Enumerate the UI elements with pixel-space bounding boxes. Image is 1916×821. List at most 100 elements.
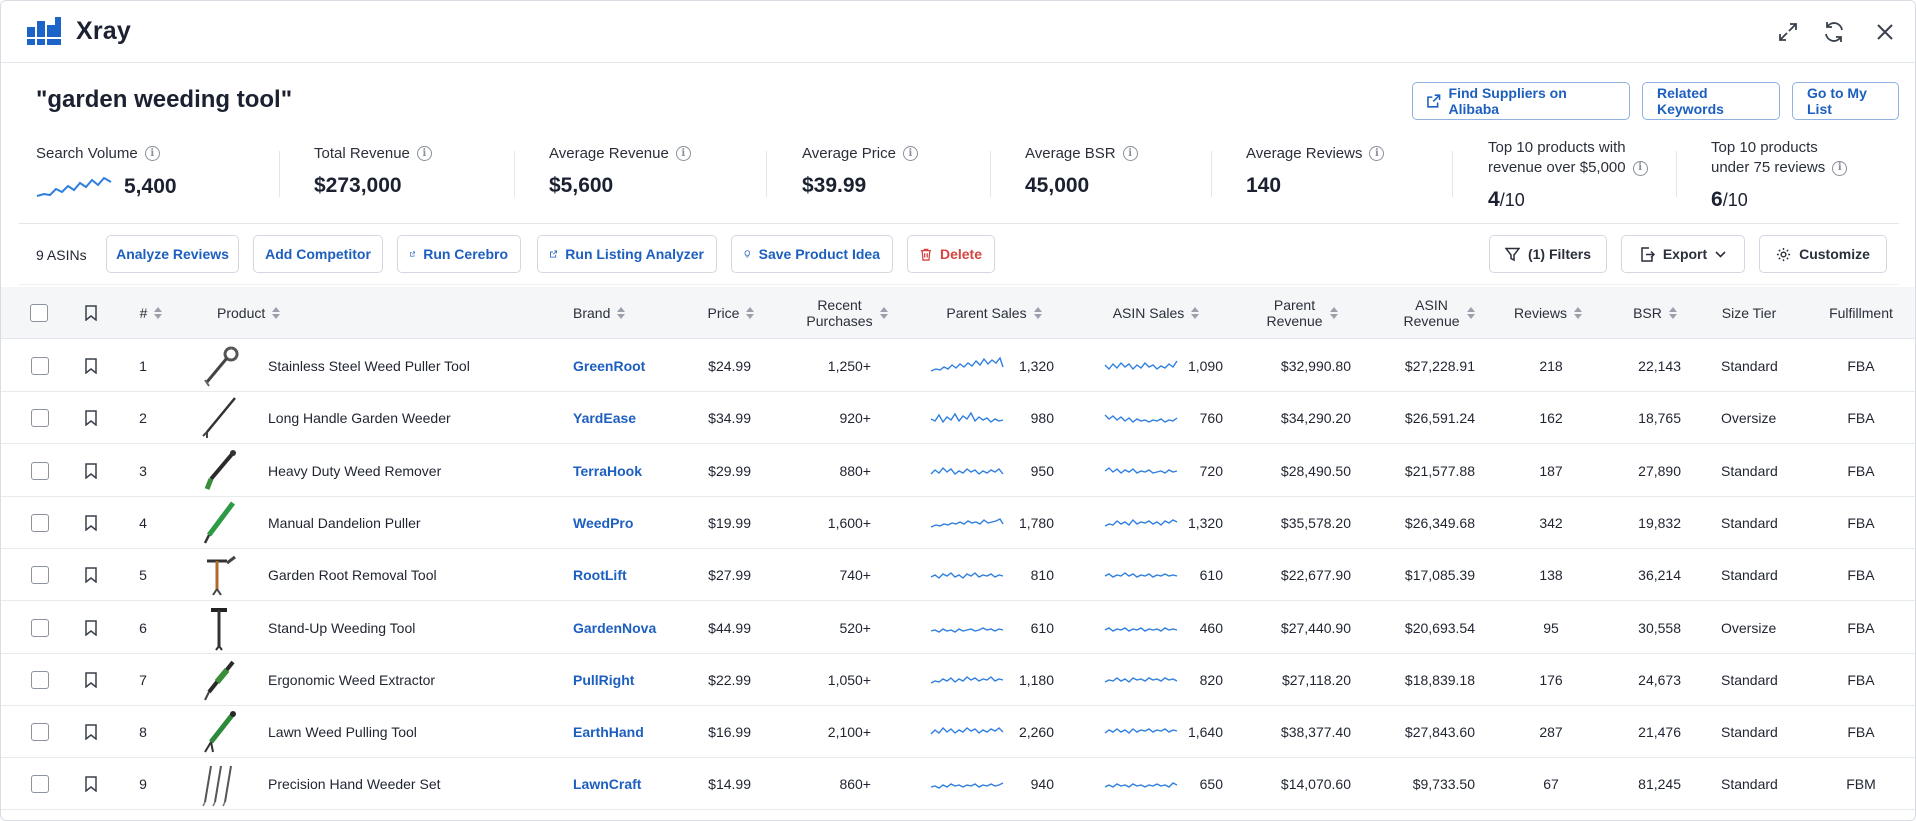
row-checkbox[interactable] <box>31 618 49 637</box>
product-thumbnail[interactable] <box>197 340 243 392</box>
parent-revenue: $32,990.80 <box>1280 358 1351 374</box>
product-thumbnail[interactable] <box>197 654 243 706</box>
row-checkbox[interactable] <box>31 775 49 794</box>
product-thumbnail[interactable] <box>197 758 243 810</box>
row-checkbox[interactable] <box>31 461 49 480</box>
info-icon[interactable]: i <box>675 146 691 161</box>
product-cell[interactable]: Manual Dandelion Puller <box>268 497 558 549</box>
parent-sales: 1,180 <box>1018 671 1054 688</box>
find-suppliers-button[interactable]: Find Suppliers on Alibaba <box>1412 82 1630 120</box>
info-icon[interactable]: i <box>1369 146 1385 161</box>
customize-button[interactable]: Customize <box>1759 235 1887 273</box>
brand-link[interactable]: EarthHand <box>573 724 644 741</box>
related-keywords-button[interactable]: Related Keywords <box>1642 82 1780 120</box>
row-checkbox[interactable] <box>31 513 49 532</box>
brand-link[interactable]: YardEase <box>573 410 637 427</box>
product-cell[interactable]: Lawn Weed Pulling Tool <box>268 706 558 758</box>
brand-link[interactable]: WeedPro <box>573 514 634 531</box>
run-cerebro-button[interactable]: Run Cerebro <box>397 235 521 273</box>
table-row[interactable]: 4 Manual Dandelion Puller WeedPro $19.99 1,6… <box>1 497 1915 549</box>
col-parent-revenue[interactable]: Parent Revenue <box>1265 287 1339 339</box>
bookmark-icon[interactable] <box>81 706 101 758</box>
col-brand[interactable]: Brand <box>573 287 633 339</box>
info-icon[interactable]: i <box>1122 146 1138 161</box>
product-cell[interactable]: Heavy Duty Weed Remover <box>268 445 558 497</box>
col-bsr[interactable]: BSR <box>1627 287 1683 339</box>
brand-link[interactable]: PullRight <box>573 671 635 688</box>
product-thumbnail[interactable] <box>197 497 243 549</box>
select-all-checkbox[interactable] <box>30 304 48 322</box>
row-checkbox[interactable] <box>31 566 49 585</box>
row-checkbox-cell <box>30 549 50 601</box>
col-asin-sales[interactable]: ASIN Sales <box>1109 287 1203 339</box>
expand-icon[interactable] <box>1775 19 1801 45</box>
analyze-reviews-button[interactable]: Analyze Reviews <box>106 235 239 273</box>
go-to-my-list-button[interactable]: Go to My List <box>1792 82 1899 120</box>
table-row[interactable]: 7 Ergonomic Weed Extractor PullRight $22.99… <box>1 654 1915 706</box>
col-fulfillment[interactable]: Fulfillment <box>1821 287 1901 339</box>
row-checkbox[interactable] <box>31 723 49 742</box>
review-count: 138 <box>1539 567 1563 584</box>
bookmark-icon[interactable] <box>81 340 101 392</box>
col-asin-revenue[interactable]: ASIN Revenue <box>1401 287 1477 339</box>
product-thumbnail[interactable] <box>197 706 243 758</box>
table-row[interactable]: 5 Garden Root Removal Tool RootLift $27.99 7… <box>1 549 1915 602</box>
info-icon[interactable]: i <box>1832 160 1848 176</box>
find-suppliers-label: Find Suppliers on Alibaba <box>1448 85 1567 117</box>
brand-link[interactable]: RootLift <box>573 567 627 584</box>
col-recent-purchases[interactable]: Recent Purchases <box>801 287 893 339</box>
product-thumbnail[interactable] <box>197 602 243 654</box>
table-row[interactable]: 6 Stand-Up Weeding Tool GardenNova $44.99 52… <box>1 602 1915 654</box>
product-thumbnail[interactable] <box>197 445 243 497</box>
add-competitor-button[interactable]: Add Competitor <box>253 235 383 273</box>
brand-link[interactable]: TerraHook <box>573 462 642 479</box>
info-icon[interactable]: i <box>416 146 432 161</box>
save-product-idea-button[interactable]: Save Product Idea <box>731 235 893 273</box>
table-row[interactable]: 2 Long Handle Garden Weeder YardEase $34.99… <box>1 392 1915 445</box>
product-cell[interactable]: Stand-Up Weeding Tool <box>268 602 558 654</box>
brand-link[interactable]: LawnCraft <box>573 776 642 793</box>
row-checkbox[interactable] <box>31 409 49 428</box>
product-thumbnail[interactable] <box>197 549 243 601</box>
bookmark-icon[interactable] <box>81 445 101 497</box>
product-cell[interactable]: Ergonomic Weed Extractor <box>268 654 558 706</box>
delete-button[interactable]: Delete <box>907 235 995 273</box>
product-cell[interactable]: Garden Root Removal Tool <box>268 549 558 601</box>
bookmark-icon[interactable] <box>81 654 101 706</box>
bookmark-icon[interactable] <box>81 392 101 444</box>
col-parent-sales[interactable]: Parent Sales <box>939 287 1049 339</box>
close-icon[interactable] <box>1872 19 1898 45</box>
refresh-icon[interactable] <box>1821 19 1847 45</box>
row-number-cell: 7 <box>131 654 155 706</box>
info-icon[interactable]: i <box>1632 160 1648 176</box>
table-row[interactable]: 1 Stainless Steel Weed Puller Tool GreenRo… <box>1 340 1915 392</box>
bookmark-icon[interactable] <box>81 602 101 654</box>
filters-button[interactable]: (1) Filters <box>1489 235 1607 273</box>
sort-icon <box>272 307 281 319</box>
info-icon[interactable]: i <box>902 146 918 161</box>
col-asin-sales-label: ASIN Sales <box>1112 305 1185 321</box>
row-checkbox[interactable] <box>31 357 49 375</box>
table-row[interactable]: 3 Heavy Duty Weed Remover TerraHook $29.99 8… <box>1 445 1915 497</box>
bookmark-icon[interactable] <box>81 758 101 810</box>
brand-link[interactable]: GreenRoot <box>573 358 646 374</box>
col-product[interactable]: Product <box>217 287 287 339</box>
product-title: Stainless Steel Weed Puller Tool <box>268 358 470 374</box>
col-size-tier[interactable]: Size Tier <box>1717 287 1781 339</box>
table-row[interactable]: 9 Precision Hand Weeder Set LawnCraft $14.9… <box>1 758 1915 811</box>
col-num[interactable]: # <box>131 287 171 339</box>
run-listing-analyzer-button[interactable]: Run Listing Analyzer <box>537 235 717 273</box>
info-icon[interactable]: i <box>144 146 160 161</box>
product-cell[interactable]: Long Handle Garden Weeder <box>268 392 558 444</box>
row-checkbox[interactable] <box>31 670 49 689</box>
export-button[interactable]: Export <box>1621 235 1745 273</box>
col-reviews[interactable]: Reviews <box>1509 287 1587 339</box>
table-row[interactable]: 8 Lawn Weed Pulling Tool EarthHand $16.99 2,… <box>1 706 1915 759</box>
brand-link[interactable]: GardenNova <box>573 619 657 636</box>
product-cell[interactable]: Stainless Steel Weed Puller Tool <box>268 340 558 392</box>
bookmark-icon[interactable] <box>81 549 101 601</box>
product-thumbnail[interactable] <box>197 392 243 444</box>
col-price[interactable]: Price <box>701 287 761 339</box>
product-cell[interactable]: Precision Hand Weeder Set <box>268 758 558 810</box>
bookmark-icon[interactable] <box>81 497 101 549</box>
